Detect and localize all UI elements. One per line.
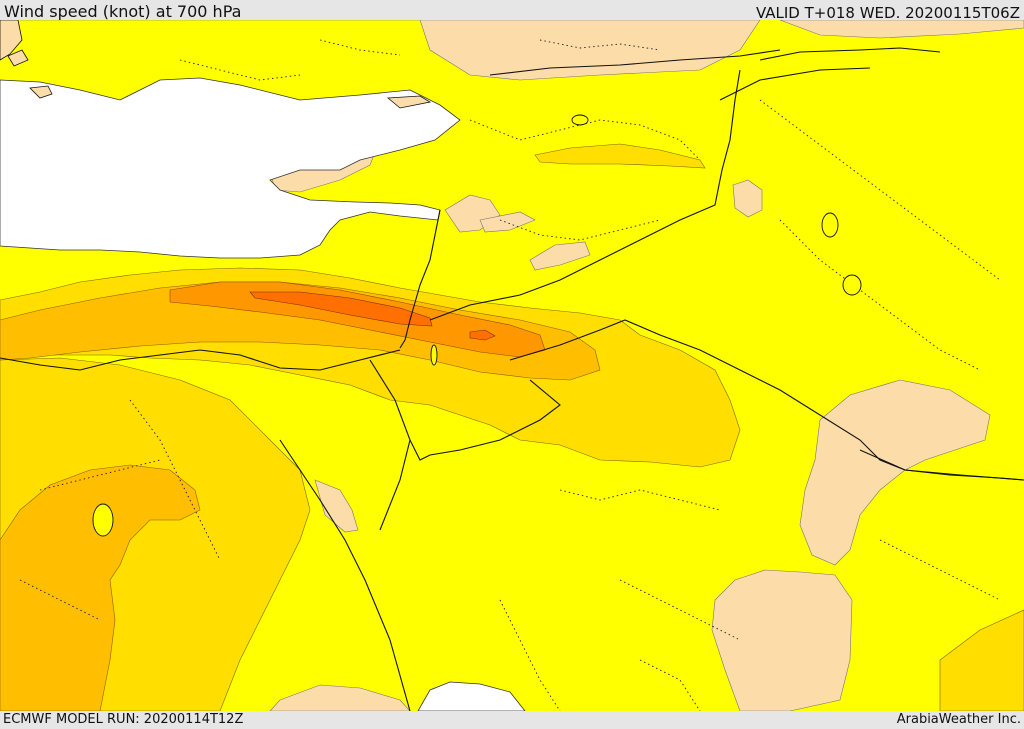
levant-coast	[399, 209, 441, 349]
country-borders	[0, 47, 1024, 711]
lake-3	[571, 114, 589, 126]
sinai-lake	[92, 503, 114, 537]
model-run-label: ECMWF MODEL RUN: 20200114T12Z	[3, 712, 244, 727]
egypt-sudan-west	[279, 439, 411, 711]
egypt-amber	[0, 464, 201, 711]
amber-zones	[0, 281, 601, 711]
syria-turkey-border	[489, 49, 781, 76]
mediterranean-sea	[0, 77, 526, 711]
low-wind-zones	[20, 20, 1024, 711]
lake-2	[842, 274, 862, 296]
levant-low-2	[479, 211, 536, 233]
east-coast	[859, 449, 1024, 481]
north-strip-low	[779, 20, 1024, 39]
se-gold	[939, 609, 1024, 711]
jet-core-small	[469, 329, 496, 341]
aegean-islands	[0, 20, 432, 109]
jet-core-zone	[249, 291, 433, 327]
eastern-border	[759, 47, 941, 61]
map-title: Wind speed (knot) at 700 hPa	[4, 2, 242, 21]
arabia-low-2	[711, 569, 853, 711]
header-bar: Wind speed (knot) at 700 hPa VALID T+018…	[0, 0, 1024, 22]
syria-gold	[534, 143, 706, 169]
south-low	[269, 684, 411, 711]
sinai-low	[314, 479, 359, 533]
red-sea-tip	[417, 681, 526, 711]
valid-time: VALID T+018 WED. 20200115T06Z	[755, 4, 1020, 22]
iraq-iran-border	[719, 67, 871, 101]
brand-label: ArabiaWeather Inc.	[896, 712, 1021, 727]
dead-sea	[430, 344, 438, 366]
jordan-iraq-border	[429, 69, 741, 321]
arabia-low-1	[799, 379, 991, 566]
province-boundaries	[19, 39, 1001, 711]
turkey-low-zone	[20, 20, 761, 81]
water-bodies	[92, 114, 862, 537]
gulf-aqaba	[409, 379, 561, 461]
lake-1	[821, 212, 839, 238]
syria-low	[529, 241, 591, 271]
wind-speed-map	[0, 20, 1024, 711]
footer-bar: ECMWF MODEL RUN: 20200114T12Z ArabiaWeat…	[0, 711, 1024, 729]
iraq-low	[732, 179, 763, 218]
north-africa-coast	[0, 349, 401, 371]
